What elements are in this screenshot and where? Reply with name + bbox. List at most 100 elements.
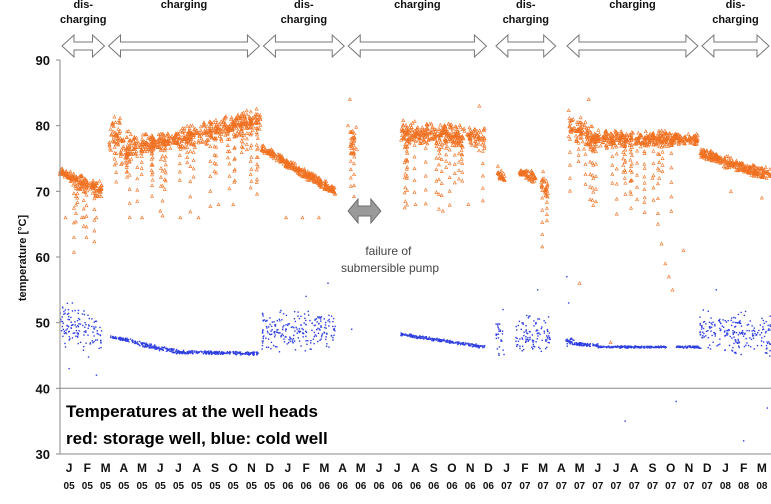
data-point	[517, 340, 520, 343]
data-point	[639, 346, 641, 348]
data-point	[189, 131, 194, 136]
data-point	[627, 140, 632, 145]
data-point	[64, 312, 66, 315]
data-point	[235, 130, 240, 135]
data-point	[746, 342, 748, 344]
data-point	[729, 155, 734, 160]
data-point	[278, 332, 280, 334]
data-point	[593, 136, 598, 141]
data-point	[731, 162, 736, 167]
data-point	[196, 140, 201, 145]
data-point	[496, 170, 501, 174]
data-point	[753, 348, 755, 350]
data-point	[304, 350, 307, 352]
data-point	[615, 346, 618, 349]
data-point	[316, 321, 318, 323]
data-point	[248, 122, 253, 126]
data-point	[92, 188, 97, 193]
x-tick-year: 06	[483, 481, 495, 492]
data-point	[265, 346, 268, 348]
data-point	[597, 343, 599, 345]
data-point	[698, 151, 703, 156]
data-point	[434, 178, 439, 183]
data-point	[519, 338, 521, 340]
data-point	[290, 326, 293, 329]
data-point	[225, 131, 230, 135]
data-point	[653, 346, 655, 349]
data-point	[246, 353, 249, 355]
data-point	[269, 323, 271, 326]
data-point	[84, 182, 89, 186]
data-point	[651, 138, 656, 143]
data-point	[192, 352, 194, 355]
data-point	[175, 350, 177, 353]
data-point	[402, 175, 407, 180]
data-point	[208, 122, 213, 126]
data-point	[629, 153, 634, 157]
data-point	[415, 337, 417, 339]
data-point	[633, 345, 636, 348]
data-point	[73, 211, 78, 215]
data-point	[84, 178, 89, 182]
data-point	[598, 346, 601, 348]
data-point	[239, 150, 244, 154]
data-point	[155, 346, 158, 349]
data-point	[765, 320, 767, 323]
data-point	[664, 346, 667, 348]
data-point	[646, 134, 651, 138]
data-point	[628, 164, 633, 169]
data-point	[746, 329, 748, 332]
data-point	[210, 350, 213, 353]
data-point	[425, 335, 428, 338]
data-point	[174, 351, 176, 353]
x-tick-year: 05	[155, 481, 167, 492]
data-point	[127, 158, 132, 163]
data-point	[591, 149, 596, 154]
data-point	[481, 140, 486, 145]
data-point	[107, 140, 112, 145]
data-point	[648, 345, 651, 348]
data-point	[591, 189, 596, 194]
data-point	[116, 118, 122, 122]
data-point	[676, 346, 679, 348]
data-point	[527, 337, 529, 339]
data-point	[497, 326, 499, 329]
data-point	[320, 320, 322, 322]
data-point	[515, 340, 517, 342]
data-point	[135, 199, 140, 203]
data-point	[221, 119, 226, 124]
data-point	[699, 331, 701, 333]
data-point	[67, 326, 70, 328]
data-point	[323, 182, 328, 186]
data-point	[188, 209, 193, 214]
data-point	[593, 344, 595, 346]
data-point	[162, 177, 167, 182]
data-point	[581, 342, 583, 345]
data-point	[668, 138, 673, 143]
data-point	[760, 331, 763, 334]
data-point	[525, 338, 527, 340]
data-point	[547, 316, 550, 318]
data-point	[444, 158, 449, 163]
data-point	[417, 336, 420, 338]
data-point	[735, 341, 737, 343]
data-point	[283, 341, 286, 343]
data-point	[181, 351, 184, 353]
data-point	[623, 345, 626, 347]
data-point	[235, 354, 238, 356]
data-point	[270, 341, 273, 344]
data-point	[109, 148, 114, 152]
period-arrow	[495, 33, 557, 59]
data-point	[124, 135, 129, 139]
data-point	[701, 325, 703, 327]
data-point	[692, 345, 694, 348]
data-point	[665, 346, 667, 348]
data-point	[287, 341, 290, 344]
data-point	[476, 345, 479, 347]
data-point	[204, 352, 207, 354]
data-point	[623, 191, 628, 196]
data-point	[182, 350, 184, 353]
data-point	[456, 341, 458, 343]
data-point	[99, 334, 102, 337]
data-point	[609, 134, 614, 139]
